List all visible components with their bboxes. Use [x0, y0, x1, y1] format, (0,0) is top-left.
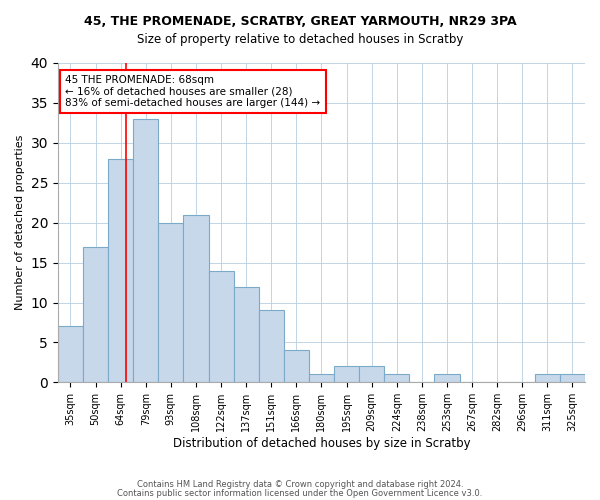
Bar: [560, 374, 585, 382]
Bar: [233, 286, 259, 382]
Bar: [133, 119, 158, 382]
Text: Size of property relative to detached houses in Scratby: Size of property relative to detached ho…: [137, 32, 463, 46]
Text: Contains public sector information licensed under the Open Government Licence v3: Contains public sector information licen…: [118, 489, 482, 498]
Bar: [359, 366, 384, 382]
Text: 45 THE PROMENADE: 68sqm
← 16% of detached houses are smaller (28)
83% of semi-de: 45 THE PROMENADE: 68sqm ← 16% of detache…: [65, 75, 320, 108]
Bar: [108, 159, 133, 382]
Bar: [384, 374, 409, 382]
Text: Contains HM Land Registry data © Crown copyright and database right 2024.: Contains HM Land Registry data © Crown c…: [137, 480, 463, 489]
Bar: [209, 270, 233, 382]
Bar: [58, 326, 83, 382]
Bar: [284, 350, 309, 382]
Bar: [309, 374, 334, 382]
Y-axis label: Number of detached properties: Number of detached properties: [15, 135, 25, 310]
Bar: [535, 374, 560, 382]
Bar: [83, 246, 108, 382]
Bar: [184, 214, 209, 382]
Bar: [434, 374, 460, 382]
X-axis label: Distribution of detached houses by size in Scratby: Distribution of detached houses by size …: [173, 437, 470, 450]
Bar: [259, 310, 284, 382]
Text: 45, THE PROMENADE, SCRATBY, GREAT YARMOUTH, NR29 3PA: 45, THE PROMENADE, SCRATBY, GREAT YARMOU…: [83, 15, 517, 28]
Bar: [334, 366, 359, 382]
Bar: [158, 222, 184, 382]
